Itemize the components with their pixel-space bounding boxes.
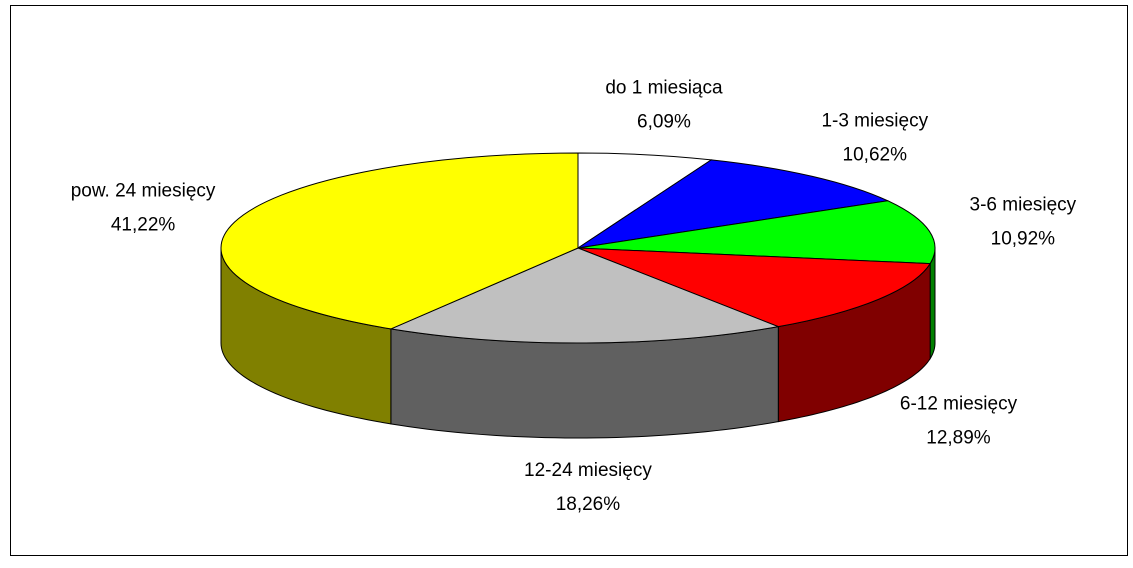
slice-value-label: 12,89% (926, 427, 991, 448)
slice (220, 152, 579, 330)
slice (577, 200, 936, 265)
slice-value-label: 18,26% (556, 494, 621, 515)
slice-label: do 1 miesiąca (605, 78, 723, 99)
slice-label: 6-12 miesięcy (900, 393, 1018, 414)
slice (389, 247, 781, 344)
slice (577, 247, 932, 328)
slice-value-label: 6,09% (637, 112, 691, 133)
slice-value-label: 10,92% (991, 228, 1056, 249)
slice-value-label: 10,62% (843, 145, 908, 166)
slice-label: 12-24 miesięcy (524, 460, 652, 481)
slice (577, 152, 713, 249)
slice-side (929, 247, 936, 361)
slice-value-label: 41,22% (111, 215, 176, 236)
slice-label: 1-3 miesięcy (821, 111, 928, 132)
slice-label: 3-6 miesięcy (970, 194, 1077, 215)
slice-label: pow. 24 miesięcy (71, 181, 216, 202)
slice (577, 159, 890, 249)
